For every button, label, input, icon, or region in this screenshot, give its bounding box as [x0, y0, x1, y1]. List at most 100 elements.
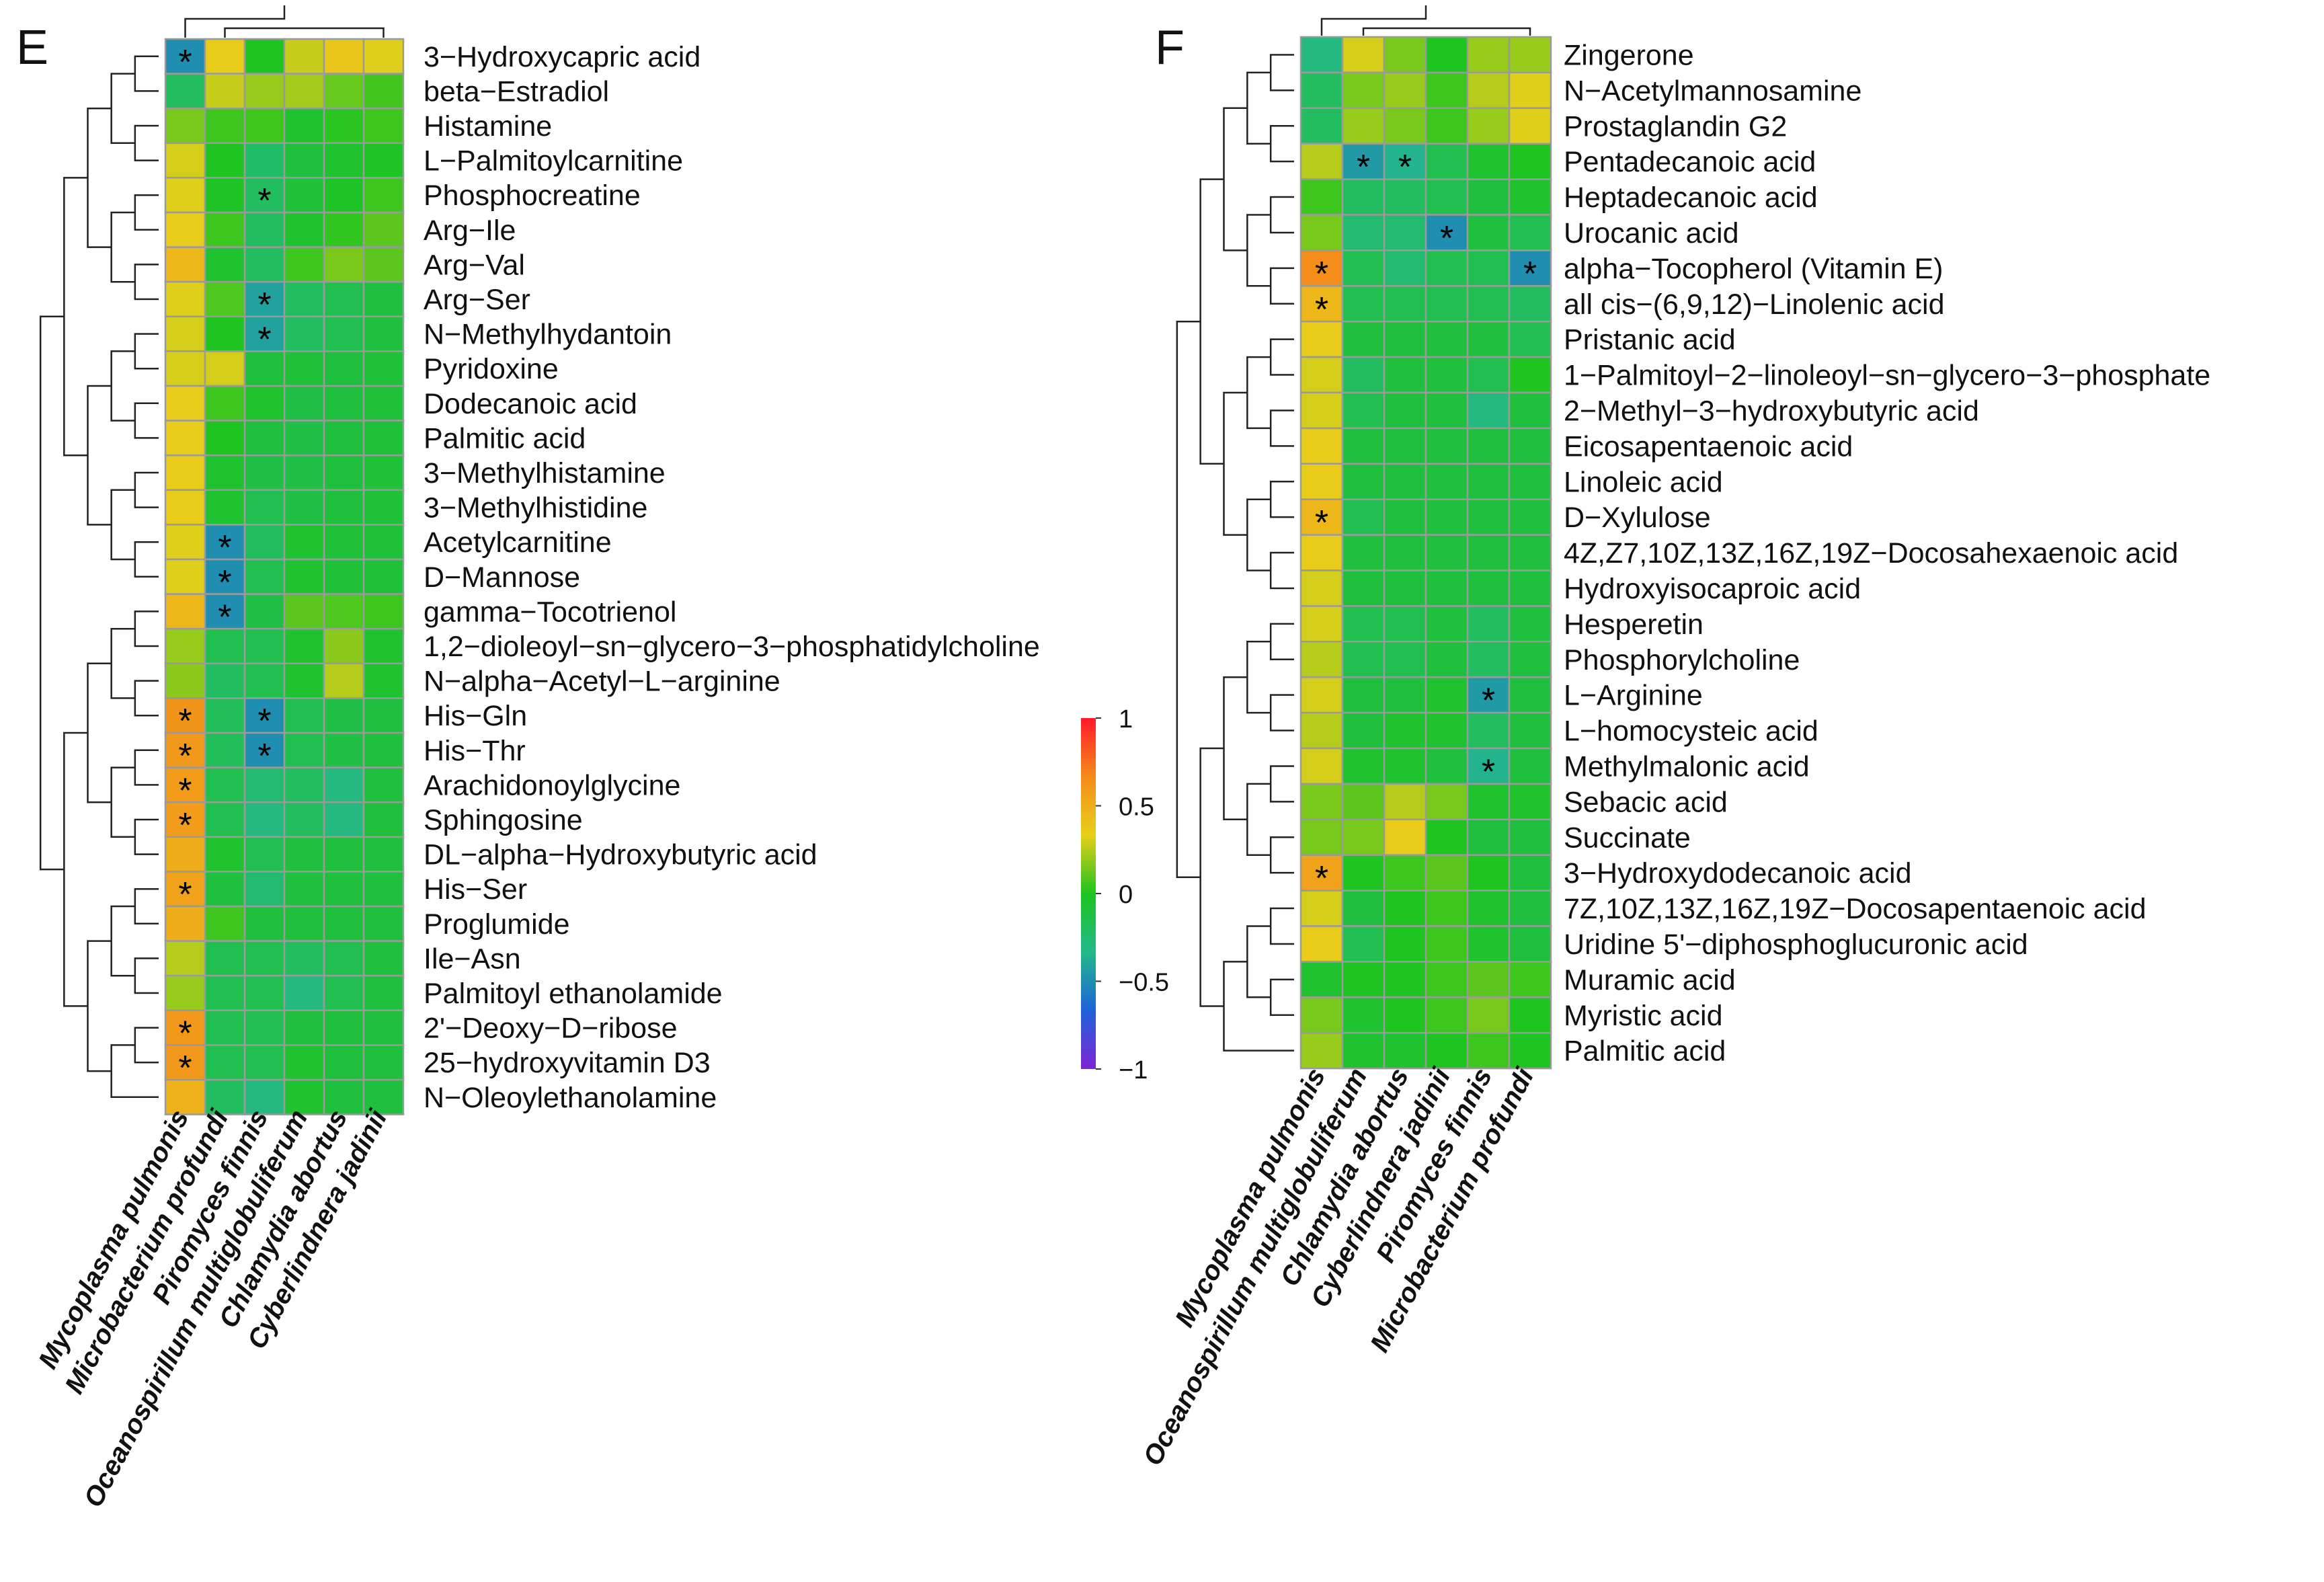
heatmap-cell	[1341, 889, 1386, 927]
heatmap-cell	[283, 73, 325, 110]
heatmap-cell	[323, 38, 365, 75]
heatmap-cell	[323, 107, 365, 145]
dendrogram-branch	[1269, 765, 1294, 803]
heatmap-cell	[1383, 107, 1427, 145]
significance-markers: * *** ******	[1315, 148, 1537, 898]
row-label: Arg−Ile	[424, 214, 516, 247]
heatmap-cell	[1425, 925, 1469, 963]
heatmap-cell	[243, 766, 286, 803]
heatmap-cell	[164, 142, 206, 179]
row-label: Palmitic acid	[1564, 1035, 1726, 1068]
heatmap-cell	[204, 142, 246, 179]
heatmap-cell	[283, 1009, 325, 1046]
row-label: 25−hydroxyvitamin D3	[424, 1047, 711, 1079]
heatmap-cell	[204, 593, 246, 630]
heatmap-cell	[283, 905, 325, 942]
heatmap-cell	[1383, 214, 1427, 251]
heatmap-cell	[164, 211, 206, 248]
row-label: Linoleic acid	[1564, 466, 1723, 498]
row-label: Pyridoxine	[424, 353, 559, 385]
heatmap-cell	[283, 142, 325, 179]
dendrogram-branch	[87, 385, 112, 526]
dendrogram-branch	[87, 940, 112, 1072]
heatmap-cell	[164, 385, 206, 422]
heatmap-cell	[1341, 605, 1386, 643]
significance-marker: *	[178, 875, 192, 914]
heatmap-cell	[1383, 285, 1427, 323]
heatmap-cell	[1341, 569, 1386, 607]
heatmap-cell	[1425, 1031, 1469, 1070]
heatmap-cell	[362, 836, 405, 873]
heatmap-cell	[164, 350, 206, 387]
dendrogram-branch	[134, 957, 159, 994]
row-label: Ile−Asn	[424, 943, 521, 975]
heatmap-cell	[1341, 498, 1386, 536]
significance-marker: *	[1398, 148, 1412, 187]
heatmap-cell	[1341, 747, 1386, 785]
heatmap-cell	[1466, 641, 1511, 678]
heatmap-cell	[1383, 356, 1427, 394]
heatmap-cell	[283, 1078, 325, 1115]
heatmap-cell	[1508, 107, 1552, 145]
row-label: Succinate	[1564, 822, 1691, 854]
heatmap-cell	[1383, 178, 1427, 216]
heatmap-cell	[323, 836, 365, 873]
heatmap-cell	[1383, 854, 1427, 892]
row-label: beta−Estradiol	[424, 75, 609, 108]
heatmap-cell	[1425, 285, 1469, 323]
heatmap-cell	[1425, 320, 1469, 358]
heatmap-cell	[283, 315, 325, 352]
heatmap-cell	[1383, 961, 1427, 998]
heatmap-cell	[283, 1044, 325, 1081]
heatmap-cell	[204, 871, 246, 908]
heatmap-cell	[204, 107, 246, 145]
row-label: His−Gln	[424, 700, 527, 732]
row-label: Palmitic acid	[424, 422, 586, 454]
heatmap-cell	[204, 454, 246, 491]
dendrogram-branch	[134, 333, 159, 370]
heatmap-cell	[1466, 71, 1511, 110]
heatmap-cell	[1466, 818, 1511, 856]
heatmap-cell	[243, 246, 286, 283]
heatmap-cell	[164, 246, 206, 283]
heatmap-cell	[1383, 498, 1427, 536]
dendrogram-branch	[134, 264, 159, 301]
heatmap-cell	[1425, 854, 1469, 892]
heatmap-cells	[164, 38, 405, 1115]
significance-marker: *	[178, 806, 192, 845]
row-label: Pristanic acid	[1564, 324, 1736, 356]
row-label: L−Arginine	[1564, 680, 1703, 712]
dendrogram-branch	[1320, 5, 1427, 36]
row-label: Eicosapentaenoic acid	[1564, 430, 1853, 463]
panel-label: F	[1155, 21, 1185, 75]
heatmap-cell	[1466, 925, 1511, 963]
significance-marker: *	[218, 598, 231, 637]
heatmap-cell	[243, 627, 286, 665]
row-label: Uridine 5'−diphosphoglucuronic acid	[1564, 928, 2028, 961]
heatmap-cell	[362, 315, 405, 352]
row-label: Arg−Val	[424, 249, 525, 281]
row-label: Phosphocreatine	[424, 180, 641, 212]
heatmap-cell	[283, 974, 325, 1012]
row-label: 1−Palmitoyl−2−linoleoyl−sn−glycero−3−pho…	[1564, 360, 2210, 392]
heatmap-cell	[164, 1044, 206, 1081]
heatmap-cell	[243, 1009, 286, 1046]
dendrogram-branch	[110, 766, 135, 838]
heatmap-cell	[323, 454, 365, 491]
significance-marker: *	[218, 528, 231, 567]
heatmap-cell	[243, 489, 286, 526]
heatmap-cell	[1466, 463, 1511, 500]
heatmap-cell	[1466, 534, 1511, 571]
heatmap-cell	[1466, 676, 1511, 714]
row-label: 7Z,10Z,13Z,16Z,19Z−Docosapentaenoic acid	[1564, 893, 2147, 925]
dendrogram-branch	[63, 177, 88, 457]
row-label: Palmitoyl ethanolamide	[424, 978, 723, 1010]
heatmap-cell	[1299, 783, 1344, 821]
heatmap-cell	[323, 1044, 365, 1081]
heatmap-cell	[164, 107, 206, 145]
dendrogram-branch	[39, 315, 65, 871]
heatmap-cell	[164, 558, 206, 595]
panel-e: E ******** ** ******3−Hydroxycapric acidbet…	[16, 5, 1040, 1512]
dendrogram-branch	[1269, 623, 1294, 660]
